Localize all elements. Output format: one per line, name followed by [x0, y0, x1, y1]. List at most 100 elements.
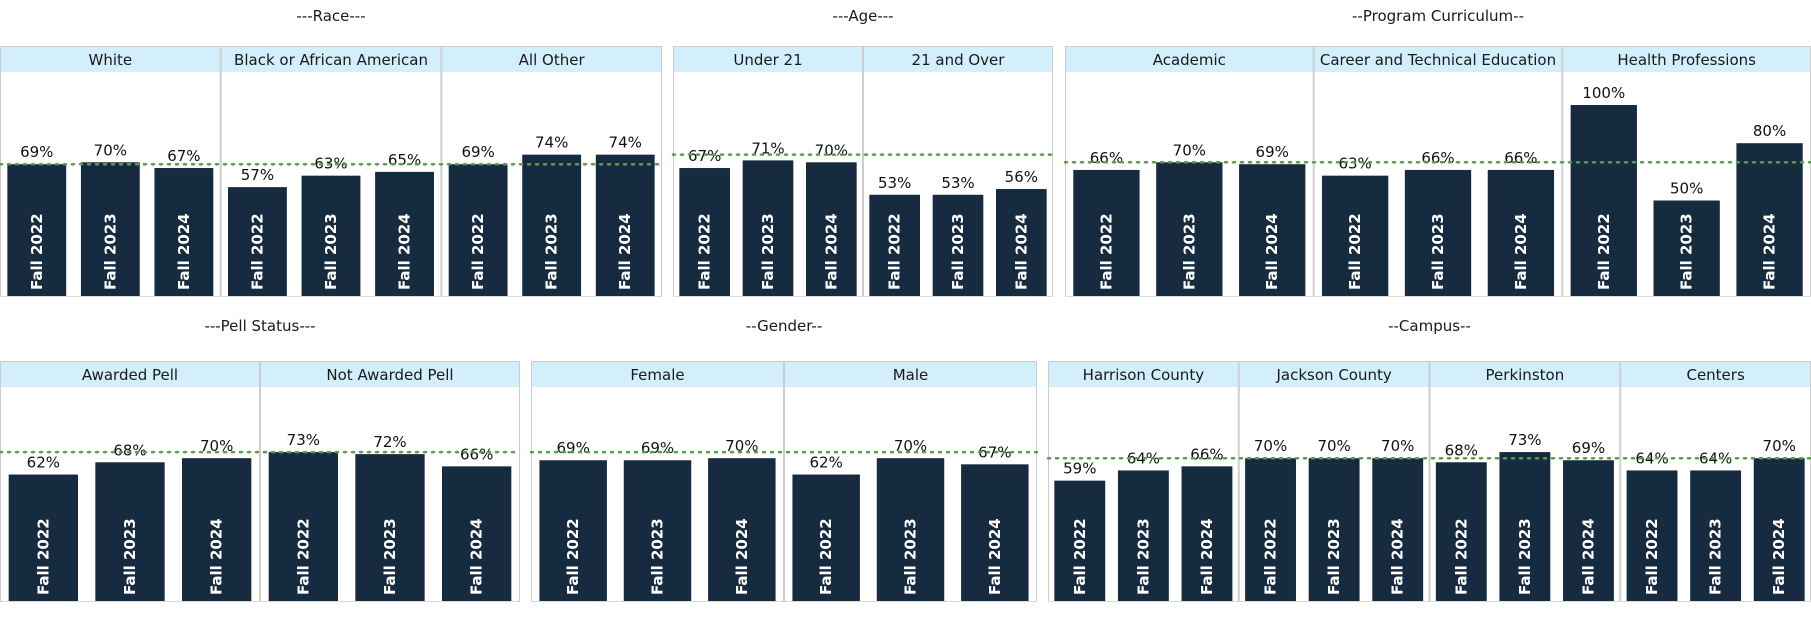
panel: White 69% Fall 2022 70% Fall 2023 67% Fall 202… — [0, 46, 221, 297]
panel: Awarded Pell 62% Fall 2022 68% Fall 2023 70% F… — [0, 361, 260, 602]
panel-header-label: Not Awarded Pell — [326, 366, 453, 384]
chart-group-6: --Campus-- Harrison County 59% Fall 2022 64%… — [1046, 317, 1811, 602]
chart-group-4: ---Pell Status--- Awarded Pell 62% Fall 202… — [0, 317, 522, 602]
category-label: Fall 2022 — [34, 518, 52, 595]
chart-group-3: --Program Curriculum-- Academic 66% Fall 20… — [1063, 7, 1811, 297]
data-label: 73% — [1508, 431, 1541, 449]
bar — [375, 171, 434, 296]
data-label: 57% — [241, 166, 274, 184]
bar — [679, 168, 730, 296]
data-label: 53% — [941, 174, 974, 192]
category-label: Fall 2024 — [468, 518, 486, 595]
category-label: Fall 2023 — [902, 518, 920, 595]
category-label: Fall 2023 — [1678, 213, 1696, 290]
panel-header-label: Academic — [1153, 51, 1226, 69]
bar — [1245, 458, 1296, 601]
data-label: 67% — [167, 147, 200, 165]
panel-header-label: All Other — [519, 51, 586, 69]
panel: Health Professions 100% Fall 2022 50% Fall 2… — [1562, 46, 1811, 297]
category-label: Fall 2022 — [1262, 518, 1280, 595]
bar — [1156, 162, 1223, 296]
panel-header-label: Black or African American — [234, 51, 428, 69]
data-label: 70% — [725, 437, 758, 455]
data-label: 65% — [388, 151, 421, 169]
data-label: 70% — [94, 141, 127, 159]
bar — [8, 474, 79, 601]
category-label: Fall 2022 — [248, 213, 266, 290]
data-label: 71% — [751, 139, 784, 157]
panel-header — [1620, 361, 1811, 387]
category-label: Fall 2024 — [822, 213, 840, 290]
category-label: Fall 2024 — [1012, 213, 1030, 290]
panel-header — [1048, 361, 1239, 387]
panel-header-label: 21 and Over — [912, 51, 1006, 69]
bar — [95, 462, 165, 601]
data-label: 66% — [1421, 149, 1454, 167]
panel-header — [1313, 46, 1563, 72]
data-label: 64% — [1699, 449, 1732, 467]
panel-header-label: Career and Technical Education — [1320, 51, 1556, 69]
bar — [595, 154, 655, 296]
category-label: Fall 2024 — [616, 213, 634, 290]
bar — [876, 458, 945, 601]
panel-header — [784, 361, 1037, 387]
category-label: Fall 2024 — [1579, 518, 1597, 595]
data-label: 62% — [27, 454, 60, 472]
category-label: Fall 2024 — [1761, 213, 1779, 290]
data-label: 70% — [1254, 437, 1287, 455]
bar — [80, 162, 140, 296]
panel-header — [0, 46, 221, 72]
panel-header-label: Jackson County — [1276, 366, 1392, 384]
bar — [1073, 169, 1140, 296]
bar — [268, 452, 338, 601]
data-label: 100% — [1582, 84, 1625, 102]
bar — [7, 164, 67, 296]
data-label: 62% — [809, 454, 842, 472]
bar — [932, 194, 984, 296]
category-label: Fall 2023 — [649, 518, 667, 595]
bar — [1181, 466, 1233, 601]
data-label: 70% — [815, 141, 848, 159]
panel-header — [1238, 361, 1430, 387]
data-label: 80% — [1753, 122, 1786, 140]
data-label: 72% — [373, 433, 406, 451]
category-label: Fall 2024 — [1389, 518, 1407, 595]
data-label: 74% — [535, 134, 568, 152]
panel-header-label: Awarded Pell — [82, 366, 178, 384]
bar — [742, 160, 794, 296]
panel: Academic 66% Fall 2022 70% Fall 2023 69% Fall … — [1065, 46, 1314, 297]
category-label: Fall 2023 — [1707, 518, 1725, 595]
bar — [228, 187, 287, 296]
panel: Under 21 67% Fall 2022 71% Fall 2023 70% Fall … — [673, 46, 863, 297]
data-label: 67% — [688, 147, 721, 165]
panel: Perkinston 68% Fall 2022 73% Fall 2023 69% Fal… — [1429, 361, 1621, 602]
data-label: 66% — [1090, 149, 1123, 167]
bar — [792, 474, 860, 601]
data-label: 66% — [1190, 445, 1223, 463]
panel-header-label: Centers — [1686, 366, 1744, 384]
panel-header-label: Perkinston — [1486, 366, 1565, 384]
chart-group-5: --Gender-- Female 69% Fall 2022 69% Fall 2023… — [529, 317, 1039, 602]
bar — [154, 168, 214, 296]
bar — [623, 460, 692, 601]
panel: 21 and Over 53% Fall 2022 53% Fall 2023 56% Fa… — [863, 46, 1053, 297]
data-label: 59% — [1063, 460, 1096, 478]
panel-header-label: Female — [630, 366, 684, 384]
panel-header — [863, 46, 1053, 72]
data-label: 63% — [1338, 155, 1371, 173]
category-label: Fall 2024 — [396, 213, 414, 290]
category-label: Fall 2022 — [469, 213, 487, 290]
panel-header — [220, 46, 442, 72]
category-label: Fall 2022 — [696, 213, 714, 290]
bar — [1054, 480, 1106, 601]
data-label: 70% — [1381, 437, 1414, 455]
category-label: Fall 2024 — [1198, 518, 1216, 595]
bar — [1690, 470, 1742, 601]
category-label: Fall 2023 — [1516, 518, 1534, 595]
data-label: 53% — [878, 174, 911, 192]
bar — [806, 162, 857, 296]
category-label: Fall 2024 — [208, 518, 226, 595]
bar — [448, 164, 508, 296]
data-label: 50% — [1670, 180, 1703, 198]
